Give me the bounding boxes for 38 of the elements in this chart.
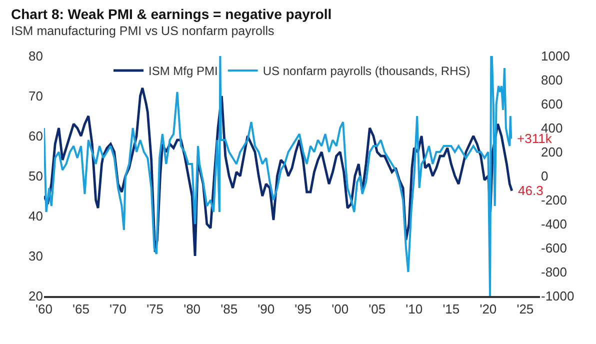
- y2-tick-label: -1000: [541, 288, 574, 304]
- x-tick-label: '90: [258, 301, 275, 316]
- legend-label: US nonfarm payrolls (thousands, RHS): [262, 64, 470, 78]
- x-tick-label: '75: [146, 301, 164, 316]
- y-tick-label: 60: [28, 128, 43, 144]
- y2-tick-label: 200: [541, 144, 563, 160]
- y2-tick-label: 800: [541, 72, 563, 88]
- y-tick-label: 80: [28, 48, 43, 64]
- x-tick-label: '95: [294, 301, 312, 316]
- x-tick-label: '65: [72, 301, 90, 316]
- y-tick-label: 20: [28, 288, 43, 304]
- y2-tick-label: 600: [541, 96, 563, 112]
- x-tick-label: '05: [368, 301, 386, 316]
- y2-tick-label: -400: [541, 216, 568, 232]
- annotation: +311k: [517, 131, 552, 146]
- y-tick-label: 30: [28, 248, 43, 264]
- x-tick-label: '85: [220, 301, 238, 316]
- line-series: [44, 86, 514, 258]
- annotation: 46.3: [518, 183, 544, 198]
- x-tick-label: '60: [36, 301, 52, 316]
- y-tick-label: 40: [28, 208, 43, 224]
- chart-subtitle: ISM manufacturing PMI vs US nonfarm payrolls: [11, 24, 274, 38]
- y2-tick-label: -800: [541, 264, 568, 280]
- x-tick-label: '15: [442, 301, 460, 316]
- y2-tick-label: -600: [541, 240, 568, 256]
- y-tick-label: 50: [28, 168, 43, 184]
- x-tick-label: '25: [516, 301, 534, 316]
- y2-tick-label: 0: [541, 168, 548, 184]
- x-tick-label: '70: [110, 301, 127, 316]
- line-series: [44, 56, 512, 296]
- y2-tick-label: 1000: [541, 48, 570, 64]
- y-tick-label: 70: [28, 88, 43, 104]
- x-tick-label: '80: [184, 301, 201, 316]
- legend-label: ISM Mfg PMI: [148, 64, 218, 78]
- x-tick-label: '20: [480, 301, 497, 316]
- x-tick-label: '10: [406, 301, 423, 316]
- x-tick-label: '00: [332, 301, 349, 316]
- chart-title: Chart 8: Weak PMI & earnings = negative payroll: [11, 6, 332, 22]
